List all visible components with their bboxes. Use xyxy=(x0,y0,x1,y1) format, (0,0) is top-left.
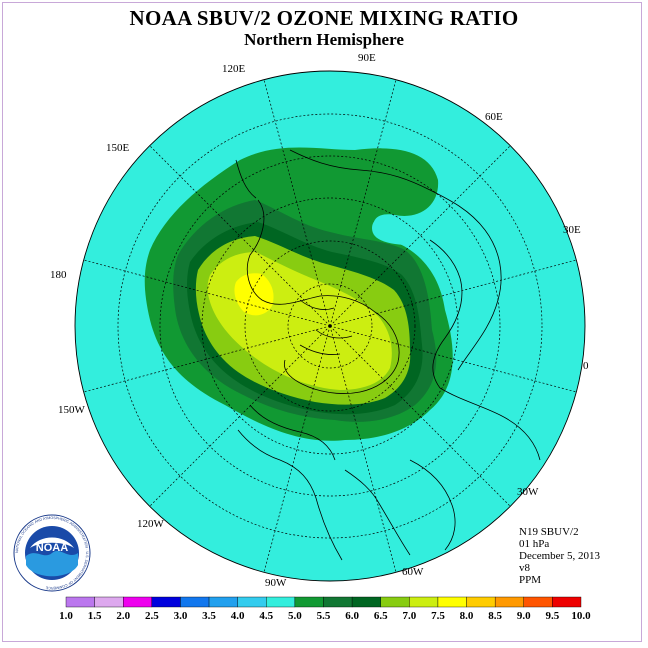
colorbar-label: 7.0 xyxy=(402,610,416,622)
meridian-line xyxy=(329,145,511,327)
version-label: v8 xyxy=(519,562,530,574)
units-label: PPM xyxy=(519,574,542,586)
meridian-line xyxy=(329,79,397,327)
colorbar-label: 7.5 xyxy=(431,610,445,622)
lon-label-0: 0 xyxy=(583,360,589,372)
colorbar-swatch xyxy=(409,596,439,608)
noaa-logo-text: NOAA xyxy=(36,542,68,554)
page-subtitle: Northern Hemisphere xyxy=(244,30,404,49)
meridian-line xyxy=(329,325,577,393)
colorbar-label: 4.0 xyxy=(231,610,245,622)
colorbar-swatch xyxy=(65,596,95,608)
meridian-line xyxy=(329,259,577,327)
colorbar-label: 9.0 xyxy=(517,610,531,622)
meridian-line xyxy=(83,259,331,327)
pressure-level: 01 hPa xyxy=(519,538,550,550)
page-title: NOAA SBUV/2 OZONE MIXING RATIO xyxy=(129,6,519,30)
colorbar-label: 8.5 xyxy=(488,610,502,622)
colorbar-swatch xyxy=(552,596,582,608)
colorbar-label: 8.0 xyxy=(460,610,474,622)
lon-label-60w: 60W xyxy=(402,566,424,578)
colorbar-swatch xyxy=(266,596,296,608)
lon-label-180: 180 xyxy=(50,269,67,281)
lon-label-90w: 90W xyxy=(265,577,287,589)
colorbar-swatch xyxy=(237,596,267,608)
colorbar-label: 3.0 xyxy=(174,610,188,622)
colorbar-swatch xyxy=(323,596,353,608)
lon-label-150e: 150E xyxy=(106,142,130,154)
colorbar-swatch xyxy=(180,596,210,608)
colorbar-label: 10.0 xyxy=(571,610,591,622)
colorbar: 1.0 1.5 2.0 2.5 3.0 3.5 4.0 4.5 5.0 5.5 6.0 6.5 7.0 7… xyxy=(59,596,591,622)
colorbar-swatch xyxy=(494,596,524,608)
lon-label-120e: 120E xyxy=(222,63,246,75)
figure-frame xyxy=(2,2,642,642)
colorbar-label: 9.5 xyxy=(546,610,560,622)
colorbar-swatch xyxy=(208,596,238,608)
colorbar-swatch xyxy=(380,596,410,608)
noaa-logo-icon: NOAA NATIONAL OCEANIC AND ATMOSPHERIC AD… xyxy=(13,514,91,592)
colorbar-label: 5.0 xyxy=(288,610,302,622)
metadata-block: N19 SBUV/2 01 hPa December 5, 2013 v8 PP… xyxy=(519,526,600,586)
colorbar-label: 4.5 xyxy=(259,610,273,622)
colorbar-label: 1.0 xyxy=(59,610,73,622)
colorbar-label: 2.5 xyxy=(145,610,159,622)
coastlines xyxy=(235,149,541,561)
meridian-line xyxy=(83,325,331,393)
lon-label-120w: 120W xyxy=(137,518,165,530)
field-cyan-lobe xyxy=(372,216,432,246)
colorbar-swatch xyxy=(294,596,324,608)
meridian-line xyxy=(263,79,331,327)
colorbar-label: 1.5 xyxy=(88,610,102,622)
colorbar-label: 2.0 xyxy=(116,610,130,622)
colorbar-swatch xyxy=(151,596,181,608)
meridian-line xyxy=(329,325,511,507)
lon-label-150w: 150W xyxy=(58,404,86,416)
colorbar-swatch xyxy=(466,596,496,608)
lon-label-90e: 90E xyxy=(358,52,376,64)
colorbar-swatch xyxy=(94,596,124,608)
meridian-line xyxy=(263,325,331,573)
colorbar-swatch xyxy=(437,596,467,608)
field-level-7-5 xyxy=(234,273,274,316)
graticule xyxy=(83,79,577,573)
lon-label-30e: 30E xyxy=(563,224,581,236)
map-border xyxy=(74,70,586,582)
lon-label-60e: 60E xyxy=(485,111,503,123)
meridian-line xyxy=(329,325,397,573)
meridian-line xyxy=(149,145,331,327)
lon-label-30w: 30W xyxy=(517,486,539,498)
instrument-label: N19 SBUV/2 xyxy=(519,526,579,538)
colorbar-label: 5.5 xyxy=(317,610,331,622)
date-label: December 5, 2013 xyxy=(519,550,600,562)
meridian-line xyxy=(149,325,331,507)
colorbar-label: 3.5 xyxy=(202,610,216,622)
colorbar-swatch xyxy=(523,596,553,608)
colorbar-swatch xyxy=(123,596,153,608)
colorbar-label: 6.0 xyxy=(345,610,359,622)
colorbar-swatch xyxy=(351,596,381,608)
colorbar-label: 6.5 xyxy=(374,610,388,622)
